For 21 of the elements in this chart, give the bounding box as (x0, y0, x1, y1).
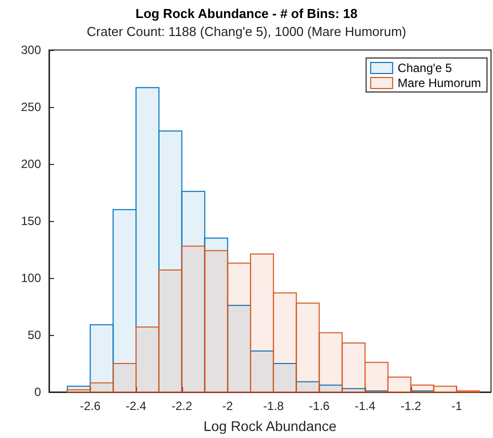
x-tick-label: -2.6 (80, 399, 101, 413)
chart-title: Log Rock Abundance - # of Bins: 18 (136, 6, 358, 21)
x-tick-label: -1.8 (263, 399, 284, 413)
x-tick-label: -2.2 (171, 399, 192, 413)
x-tick-label: -2.4 (126, 399, 147, 413)
x-axis-title: Log Rock Abundance (203, 418, 337, 434)
x-tick-label: -1 (451, 399, 462, 413)
x-tick-label: -1.6 (308, 399, 330, 413)
legend-label: Chang'e 5 (398, 61, 452, 75)
y-tick-label: 300 (20, 43, 42, 57)
x-tick-label: -2 (222, 399, 234, 413)
chart-subtitle: Crater Count: 1188 (Chang'e 5), 1000 (Mare Humorum) (86, 24, 406, 39)
y-tick-label: 50 (28, 328, 42, 342)
y-tick-label: 0 (34, 385, 42, 399)
legend-label: Mare Humorum (398, 76, 482, 90)
y-tick-label: 100 (20, 271, 42, 285)
x-tick-label: -1.2 (400, 399, 422, 413)
y-tick-label: 250 (20, 100, 42, 114)
y-tick-label: 150 (20, 214, 42, 228)
x-tick-label: -1.4 (354, 399, 376, 413)
y-tick-label: 200 (20, 157, 42, 171)
